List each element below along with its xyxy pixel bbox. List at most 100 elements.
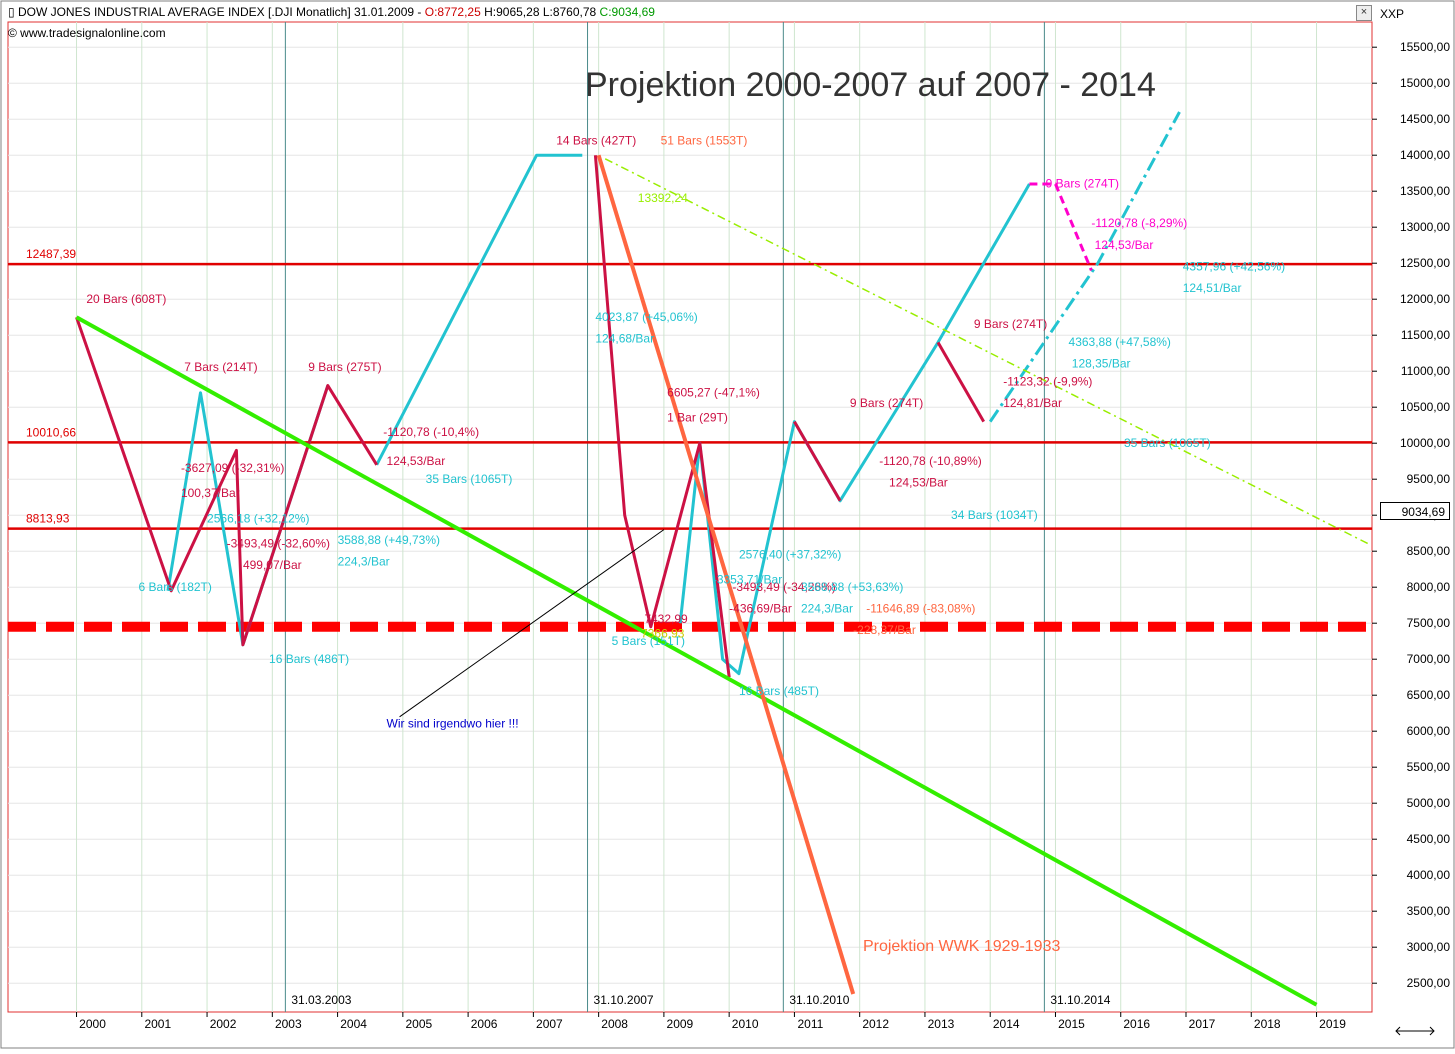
- level-label: 12487,39: [26, 247, 76, 261]
- axis-unit-label: XXP: [1380, 7, 1405, 21]
- date-marker-label: 31.03.2003: [291, 993, 351, 1007]
- y-tick-label: 6500,00: [1407, 688, 1451, 702]
- y-tick-label: 12000,00: [1400, 292, 1450, 306]
- date-marker-label: 31.10.2014: [1050, 993, 1110, 1007]
- annotation-label: 1 Bar (29T): [667, 411, 728, 425]
- annotation-label: 7432,99: [644, 612, 688, 626]
- annotation-label: Wir sind irgendwo hier !!!: [387, 717, 519, 731]
- annotation-label: 51 Bars (1553T): [661, 133, 748, 147]
- level-label: 10010,66: [26, 425, 76, 439]
- scroll-arrow-icon[interactable]: [1392, 1022, 1438, 1038]
- annotation-label: 4363,88 (+47,58%): [1069, 335, 1171, 349]
- x-tick-label: 2009: [667, 1017, 694, 1031]
- annotation-label: 14 Bars (427T): [556, 133, 636, 147]
- series-green-trendline: [75, 315, 1318, 1007]
- x-tick-label: 2018: [1254, 1017, 1281, 1031]
- annotation-label: 124,68/Bar: [595, 331, 654, 345]
- current-price-label: 9034,69: [1380, 502, 1450, 520]
- header-title: DOW JONES INDUSTRIAL AVERAGE INDEX [.DJI…: [17, 5, 425, 19]
- chart-header: ▯ DOW JONES INDUSTRIAL AVERAGE INDEX [.D…: [8, 5, 655, 19]
- annotation-label: -3353,71/Bar: [713, 573, 782, 587]
- y-tick-label: 14000,00: [1400, 148, 1450, 162]
- annotation-label: 128,35/Bar: [1072, 357, 1131, 371]
- annotation-label: -1120,78 (-10,89%): [879, 454, 982, 468]
- y-tick-label: 15500,00: [1400, 40, 1450, 54]
- series-crimson-projection: [793, 420, 842, 502]
- annotation-label: 224,3/Bar: [338, 555, 390, 569]
- y-tick-label: 14500,00: [1400, 112, 1450, 126]
- x-tick-label: 2005: [405, 1017, 432, 1031]
- annotation-label: 35 Bars (1065T): [1124, 436, 1211, 450]
- x-tick-label: 2012: [862, 1017, 889, 1031]
- annotation-label: 9 Bars (274T): [1046, 177, 1119, 191]
- annotation-label: 13392,24: [638, 191, 688, 205]
- annotation-label: 2566,18 (+32,12%): [207, 511, 309, 525]
- x-tick-label: 2008: [601, 1017, 628, 1031]
- y-tick-label: 13500,00: [1400, 184, 1450, 198]
- y-tick-label: 15000,00: [1400, 76, 1450, 90]
- y-tick-label: 8000,00: [1407, 580, 1451, 594]
- x-tick-label: 2003: [275, 1017, 302, 1031]
- x-tick-label: 2002: [210, 1017, 237, 1031]
- x-tick-label: 2006: [471, 1017, 498, 1031]
- x-tick-label: 2004: [340, 1017, 367, 1031]
- annotation-label: 6605,27 (-47,1%): [667, 385, 760, 399]
- annotation-label: 124,53/Bar: [1095, 238, 1154, 252]
- annotation-label: 20 Bars (608T): [86, 292, 166, 306]
- y-tick-label: 13000,00: [1400, 220, 1450, 234]
- x-tick-label: 2015: [1058, 1017, 1085, 1031]
- y-tick-label: 11000,00: [1401, 364, 1450, 378]
- y-tick-label: 12500,00: [1400, 256, 1450, 270]
- x-tick-label: 2016: [1123, 1017, 1150, 1031]
- note-pointer-line: [399, 529, 665, 718]
- annotation-label: 7 Bars (214T): [184, 360, 257, 374]
- y-tick-label: 7000,00: [1407, 652, 1451, 666]
- annotation-label: -228,37/Bar: [853, 623, 916, 637]
- header-high-low: H:9065,28 L:8760,78: [480, 5, 600, 19]
- y-tick-label: 5500,00: [1407, 760, 1451, 774]
- annotation-label: Projektion WWK 1929-1933: [863, 938, 1061, 955]
- annotation-label: 100,37/Bar: [181, 486, 240, 500]
- annotation-label: -11646,89 (-83,08%): [866, 601, 975, 615]
- annotation-label: 3588,88 (+53,63%): [801, 580, 903, 594]
- x-tick-label: 2010: [732, 1017, 759, 1031]
- y-tick-label: 3500,00: [1407, 904, 1451, 918]
- x-tick-label: 2000: [79, 1017, 106, 1031]
- annotation-label: -3493,49 (-34,26%): [732, 580, 835, 594]
- chart-title: Projektion 2000-2007 auf 2007 - 2014: [585, 66, 1156, 104]
- annotation-label: 124,51/Bar: [1183, 281, 1242, 295]
- annotation-label: -3627,09 (-32,31%): [181, 461, 284, 475]
- y-tick-label: 9500,00: [1407, 472, 1451, 486]
- annotation-label: 4357,96 (+42,56%): [1183, 259, 1285, 273]
- source-label: © www.tradesignalonline.com: [8, 26, 166, 40]
- header-icon: ▯: [8, 5, 18, 19]
- annotation-label: -1123,32 (-9,9%): [1003, 375, 1092, 389]
- y-tick-label: 11500,00: [1401, 328, 1450, 342]
- annotation-label: 7366,93: [641, 627, 685, 641]
- header-open: O:8772,25: [424, 5, 481, 19]
- annotation-label: 9 Bars (275T): [308, 360, 381, 374]
- y-tick-label: 2500,00: [1407, 976, 1451, 990]
- date-marker-label: 31.10.2010: [789, 993, 849, 1007]
- y-tick-label: 5000,00: [1407, 796, 1451, 810]
- annotation-label: -436,69/Bar: [729, 601, 792, 615]
- y-tick-label: 4500,00: [1407, 832, 1451, 846]
- annotation-label: -3493,49 (-32,60%): [227, 537, 330, 551]
- level-label: 8813,93: [26, 512, 70, 526]
- x-tick-label: 2011: [798, 1017, 824, 1031]
- annotation-label: 9 Bars (274T): [974, 317, 1047, 331]
- x-tick-label: 2014: [993, 1017, 1020, 1031]
- series-orange-projection-wwk: [596, 154, 856, 995]
- annotation-label: 5 Bars (151T): [612, 634, 685, 648]
- annotation-label: -1120,78 (-8,29%): [1091, 216, 1187, 230]
- header-close: C:9034,69: [599, 5, 655, 19]
- series-crimson-projection-2: [936, 341, 985, 423]
- annotation-label: 2576,40 (+37,32%): [739, 547, 841, 561]
- y-tick-label: 10500,00: [1400, 400, 1450, 414]
- y-tick-label: 10000,00: [1400, 436, 1450, 450]
- x-tick-label: 2019: [1319, 1017, 1346, 1031]
- series-crimson-down: [75, 316, 378, 647]
- close-chart-button[interactable]: ×: [1356, 5, 1372, 21]
